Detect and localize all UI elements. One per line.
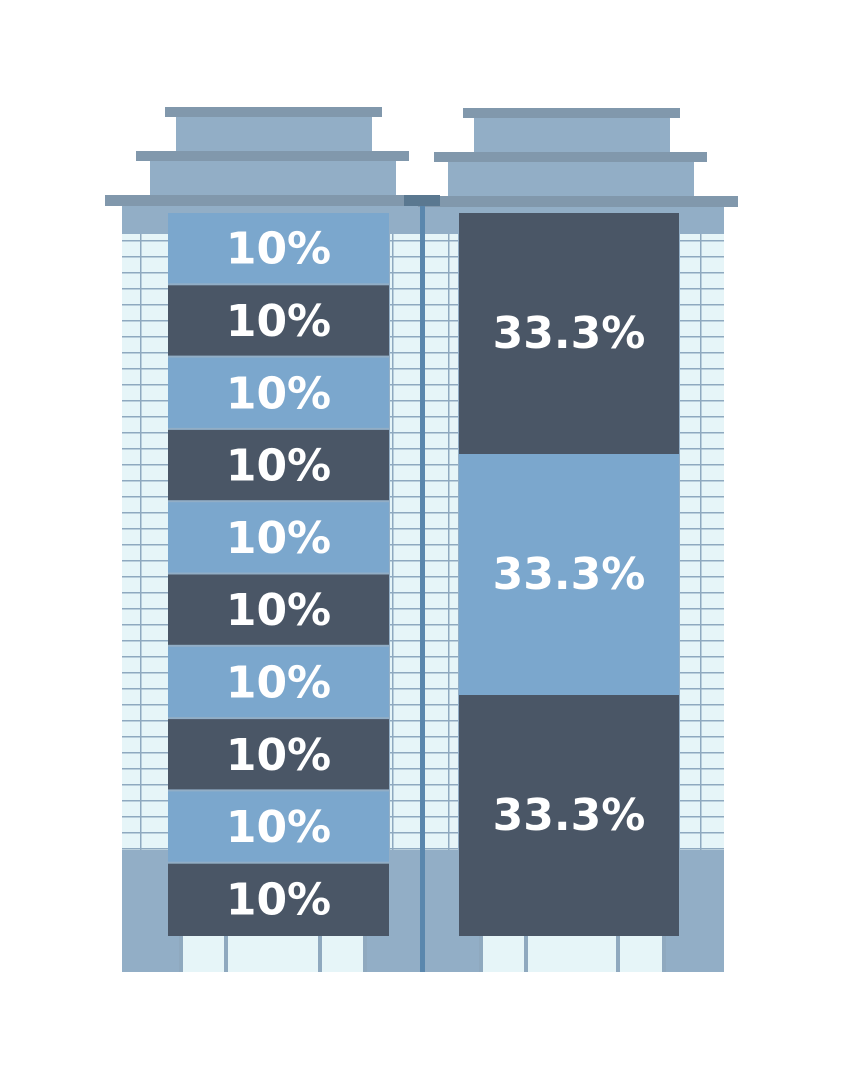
left-bar-segment-label-4: 10% bbox=[226, 441, 331, 492]
left-bar-segment-label-3: 10% bbox=[226, 368, 331, 419]
left-tower-roof-ledge bbox=[136, 151, 409, 161]
right-tower-entrance bbox=[480, 936, 666, 972]
left-bar-segment-10 bbox=[168, 863, 389, 936]
right-tower-upper-block bbox=[448, 162, 694, 197]
left-bar-segment-3 bbox=[168, 357, 389, 428]
left-bar-segment-5 bbox=[168, 502, 389, 573]
right-tower-roof-block bbox=[474, 118, 670, 153]
right-tower-entrance-frames bbox=[479, 936, 666, 972]
left-tower-roof-cap bbox=[165, 107, 382, 117]
left-bar-segment-2 bbox=[168, 285, 389, 356]
right-bar-segment-2 bbox=[459, 454, 679, 695]
left-tower-windows-right bbox=[390, 234, 422, 850]
right-tower-roof-ledge bbox=[434, 152, 707, 162]
left-tower-entrance bbox=[180, 936, 366, 972]
left-bar-segment-9 bbox=[168, 791, 389, 862]
left-tower-cornice bbox=[105, 195, 425, 206]
left-tower-upper-block bbox=[150, 161, 396, 196]
right-bar-segment-3 bbox=[459, 695, 679, 936]
left-bar-segment-4 bbox=[168, 429, 389, 501]
left-bar-segment-label-1: 10% bbox=[226, 224, 331, 275]
left-bar-segment-6 bbox=[168, 574, 389, 645]
right-tower-windows-left bbox=[424, 234, 458, 850]
left-stacked-bar: 10% 10% 10% 10% 10% 10% 10% 10% 10% 10% bbox=[168, 213, 389, 936]
left-bar-segment-label-7: 10% bbox=[226, 657, 331, 708]
left-tower-roof-block bbox=[176, 117, 372, 152]
right-tower-windows-right bbox=[680, 234, 724, 850]
left-bar-segment-1 bbox=[168, 213, 389, 284]
right-tower-cornice bbox=[418, 196, 738, 207]
tower-divider-line bbox=[420, 206, 425, 972]
left-bar-segment-label-9: 10% bbox=[226, 802, 331, 853]
left-bar-segment-label-2: 10% bbox=[226, 296, 331, 347]
left-tower-windows-left bbox=[122, 234, 168, 850]
right-tower-roof-cap bbox=[463, 108, 680, 118]
tower-divider-cap bbox=[404, 195, 440, 206]
left-bar-segment-label-5: 10% bbox=[226, 513, 331, 564]
left-tower-entrance-frames bbox=[179, 936, 367, 972]
right-bar-segment-label-3: 33.3% bbox=[493, 790, 646, 841]
left-bar-segment-label-8: 10% bbox=[226, 730, 331, 781]
left-bar-segment-7 bbox=[168, 646, 389, 718]
right-bar-segment-label-2: 33.3% bbox=[493, 549, 646, 600]
right-stacked-bar: 33.3% 33.3% 33.3% bbox=[459, 213, 679, 936]
left-bar-segment-label-10: 10% bbox=[226, 874, 331, 925]
left-bar-segment-label-6: 10% bbox=[226, 585, 331, 636]
right-bar-segment-1 bbox=[459, 213, 679, 454]
left-bar-segment-8 bbox=[168, 719, 389, 790]
right-bar-segment-label-1: 33.3% bbox=[493, 308, 646, 359]
